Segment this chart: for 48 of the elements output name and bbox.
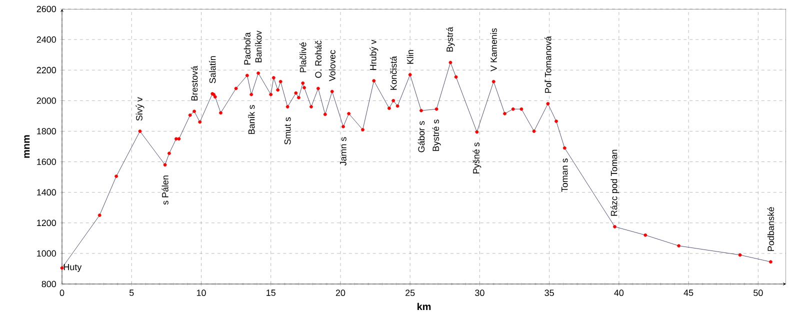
annotation: Bystrá (446, 26, 455, 52)
annotation: Končistá (390, 56, 397, 90)
y-tick-label: 1000 (37, 250, 56, 257)
x-tick-label: 15 (266, 290, 276, 296)
annotation: Hrubý v (370, 40, 378, 70)
annotation: Toman s (562, 158, 568, 192)
annotation: Podbanské (767, 207, 774, 251)
x-tick-label: 35 (544, 290, 554, 296)
x-tick-label: 40 (614, 290, 624, 296)
annotation: Volovec (328, 50, 336, 82)
y-tick-label: 2400 (36, 36, 56, 43)
annotation: Brestová (190, 66, 198, 100)
x-tick-label: 25 (406, 290, 415, 296)
annotation: Jamn s (340, 137, 346, 166)
annotation: V Kamenis (490, 28, 497, 72)
y-tick-label: 1200 (37, 220, 56, 226)
y-tick-label: 1400 (37, 189, 56, 196)
annotation: s Pálen (162, 176, 168, 205)
annotation: Bystré s (432, 120, 441, 151)
y-tick-label: 800 (42, 280, 56, 288)
annotation: Poľ Tomanová (544, 36, 552, 93)
annotation: Smut s (284, 117, 291, 144)
annotation: O. Roháč (314, 40, 322, 78)
x-tick-label: 45 (684, 290, 694, 296)
x-tick-label: 5 (129, 290, 134, 296)
annotation: Pachoľa (244, 32, 250, 65)
annotation: Plačlivé (300, 42, 306, 72)
annotation: Rázc pod Toman (610, 150, 619, 216)
annotation: Huty (64, 264, 82, 272)
x-tick-label: 50 (754, 290, 763, 296)
x-tick-label: 30 (475, 290, 484, 296)
y-tick-label: 1800 (37, 128, 56, 134)
x-tick-label: 20 (336, 290, 346, 296)
y-tick-label: 2200 (36, 66, 56, 74)
x-tick-label: 10 (196, 290, 206, 296)
annotation: Baníkov (254, 30, 262, 62)
y-tick-label: 1600 (37, 158, 56, 165)
x-axis-title: km (418, 302, 431, 310)
x-tick-label: 0 (60, 290, 64, 296)
y-tick-label: 2600 (36, 6, 56, 12)
annotation: Pyšné s (472, 142, 482, 174)
annotation: Klin (406, 50, 414, 64)
annotation: Salatín (209, 56, 216, 84)
annotation: Baník s (248, 105, 255, 134)
y-axis-title: mnm (24, 135, 30, 158)
annotation: Gábor s (418, 121, 425, 152)
y-tick-label: 2000 (36, 97, 56, 104)
annotation: Sivý v (136, 97, 144, 121)
